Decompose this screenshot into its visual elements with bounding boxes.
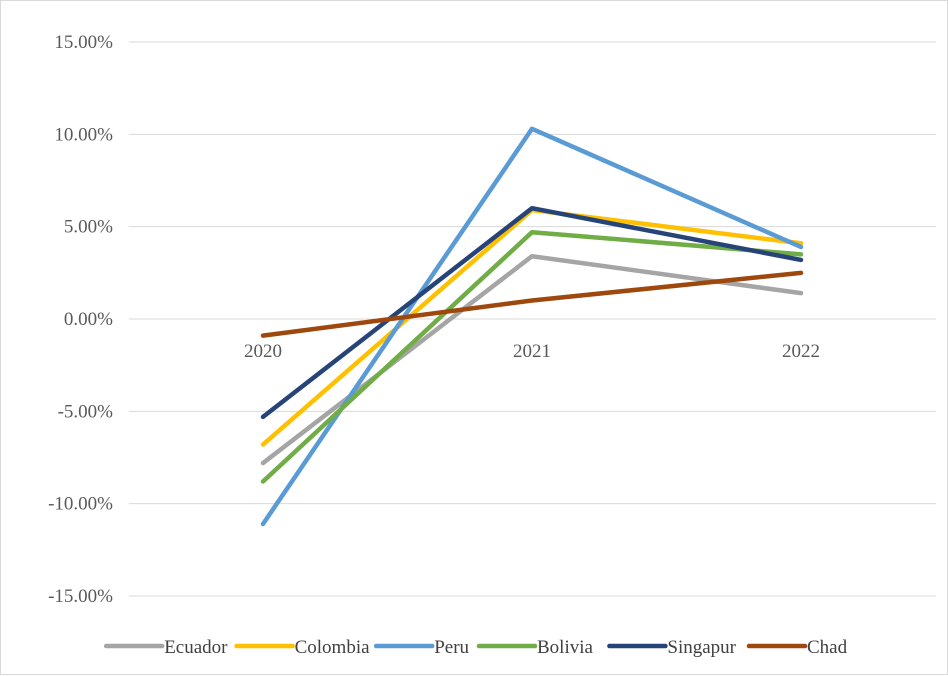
y-axis-tick-labels: 15.00% 10.00% 5.00% 0.00% -5.00% -10.00% -15.0… (48, 32, 113, 607)
legend-label: Colombia (295, 637, 371, 658)
gridlines (129, 41, 936, 597)
y-tick-label: -5.00% (58, 401, 114, 422)
x-axis-tick-labels: 2020 2021 2022 (244, 341, 820, 362)
series-line-peru (260, 126, 804, 527)
legend-item-ecuador: Ecuador (103, 637, 228, 658)
legend: Ecuador Colombia Peru Bolivia Singapur Chad (103, 637, 848, 658)
x-tick-label: 2022 (782, 341, 820, 362)
series-line-singapur (260, 205, 804, 420)
series-lines (260, 126, 804, 527)
series-line-bolivia (260, 229, 804, 484)
legend-item-bolivia: Bolivia (476, 637, 594, 658)
y-tick-label: -15.00% (48, 586, 113, 607)
legend-label: Chad (807, 637, 848, 658)
legend-label: Bolivia (537, 637, 594, 658)
x-tick-label: 2020 (244, 341, 282, 362)
legend-label: Singapur (667, 637, 736, 658)
y-tick-label: 10.00% (54, 124, 113, 145)
legend-item-peru: Peru (373, 637, 470, 658)
legend-item-colombia: Colombia (234, 637, 371, 658)
legend-label: Ecuador (164, 637, 228, 658)
legend-item-singapur: Singapur (607, 637, 737, 658)
y-tick-label: 5.00% (64, 217, 113, 238)
y-tick-label: -10.00% (48, 494, 113, 515)
y-tick-label: 15.00% (54, 32, 113, 53)
legend-label: Peru (434, 637, 469, 658)
x-tick-label: 2021 (513, 341, 551, 362)
legend-item-chad: Chad (746, 637, 848, 658)
series-line-chad (260, 270, 804, 338)
y-tick-label: 0.00% (64, 309, 113, 330)
